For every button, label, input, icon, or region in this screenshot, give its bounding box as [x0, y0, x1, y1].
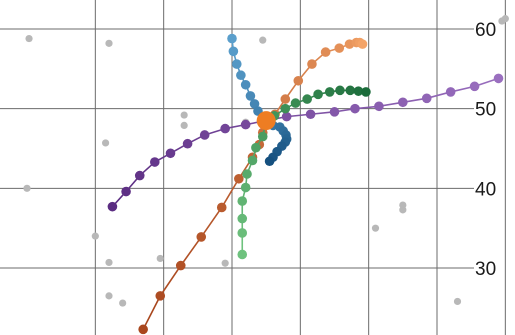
background-point: [91, 232, 99, 240]
series-point: [134, 170, 145, 181]
y-tick-label: 50: [475, 100, 496, 121]
series-point: [234, 173, 244, 184]
series-point: [335, 85, 345, 96]
series-point: [264, 156, 275, 167]
background-point: [23, 184, 31, 192]
series-point: [242, 169, 252, 179]
y-tick-label: 60: [475, 20, 496, 41]
background-point: [371, 224, 380, 232]
series-point: [228, 46, 239, 57]
background-point: [105, 292, 113, 300]
series-point: [249, 99, 260, 109]
background-point: [180, 121, 188, 129]
series-point: [290, 98, 301, 108]
series-point: [280, 94, 291, 104]
series-point: [231, 59, 242, 69]
series-point: [227, 33, 237, 44]
series-point: [237, 228, 248, 238]
series-point: [257, 131, 268, 142]
series-point: [329, 107, 340, 117]
series-segment: [159, 265, 182, 297]
background-point: [25, 34, 33, 43]
background-point: [105, 39, 113, 47]
center-point: [256, 111, 276, 131]
series-point: [280, 103, 291, 114]
series-point: [220, 123, 230, 134]
series-point: [357, 39, 368, 49]
series-segment: [142, 295, 161, 330]
series-point: [199, 130, 210, 140]
series-point: [469, 81, 480, 92]
series-point: [155, 291, 166, 301]
series-point: [165, 148, 176, 159]
background-point: [101, 139, 110, 147]
series-point: [240, 119, 251, 130]
series-point: [237, 196, 248, 206]
background-point: [453, 297, 462, 306]
series-point: [237, 213, 248, 224]
series-point: [313, 89, 323, 100]
series-segment: [180, 236, 202, 267]
series-point: [182, 138, 193, 149]
series-point: [196, 232, 207, 242]
y-axis-tick-labels: 30 40 50 60: [475, 20, 496, 280]
series-point: [374, 101, 384, 112]
series-point: [350, 103, 360, 114]
series-point: [302, 94, 312, 104]
series-point: [240, 79, 251, 90]
series-point: [320, 47, 331, 57]
series-point: [445, 87, 456, 97]
series-point: [138, 324, 148, 335]
background-point: [501, 15, 509, 23]
series-point: [216, 202, 227, 213]
series-point: [293, 75, 304, 86]
series-point: [361, 87, 371, 97]
series-point: [149, 157, 160, 167]
series-point: [398, 97, 408, 108]
y-tick-label: 40: [475, 179, 496, 200]
series-point: [281, 111, 292, 122]
series-point: [353, 86, 364, 96]
series-point: [245, 91, 256, 101]
series-point: [345, 85, 356, 96]
series-3: [237, 85, 371, 260]
series-1: [107, 73, 504, 212]
background-point: [259, 36, 267, 44]
series-point: [493, 73, 504, 84]
background-point: [105, 258, 113, 267]
series-point: [247, 155, 258, 166]
series-point: [107, 201, 118, 212]
background-point: [221, 259, 229, 267]
series-point: [251, 142, 261, 153]
y-tick-label: 30: [475, 259, 496, 280]
series-segment: [200, 206, 223, 238]
series-point: [305, 109, 316, 120]
series-point: [121, 186, 131, 197]
series-segment: [221, 178, 240, 208]
series-point: [237, 249, 248, 260]
series-point: [175, 260, 186, 271]
background-point: [156, 254, 164, 263]
series-2: [138, 37, 368, 335]
background-point: [399, 206, 407, 214]
background-point: [180, 111, 188, 119]
series-layer: [107, 33, 504, 335]
series-point: [324, 87, 335, 97]
series-point: [334, 43, 345, 53]
series-point: [421, 93, 432, 104]
center-marker-layer: [256, 111, 276, 131]
series-point: [240, 182, 251, 193]
series-point: [307, 59, 317, 69]
background-point: [119, 299, 127, 307]
series-point: [236, 70, 246, 81]
